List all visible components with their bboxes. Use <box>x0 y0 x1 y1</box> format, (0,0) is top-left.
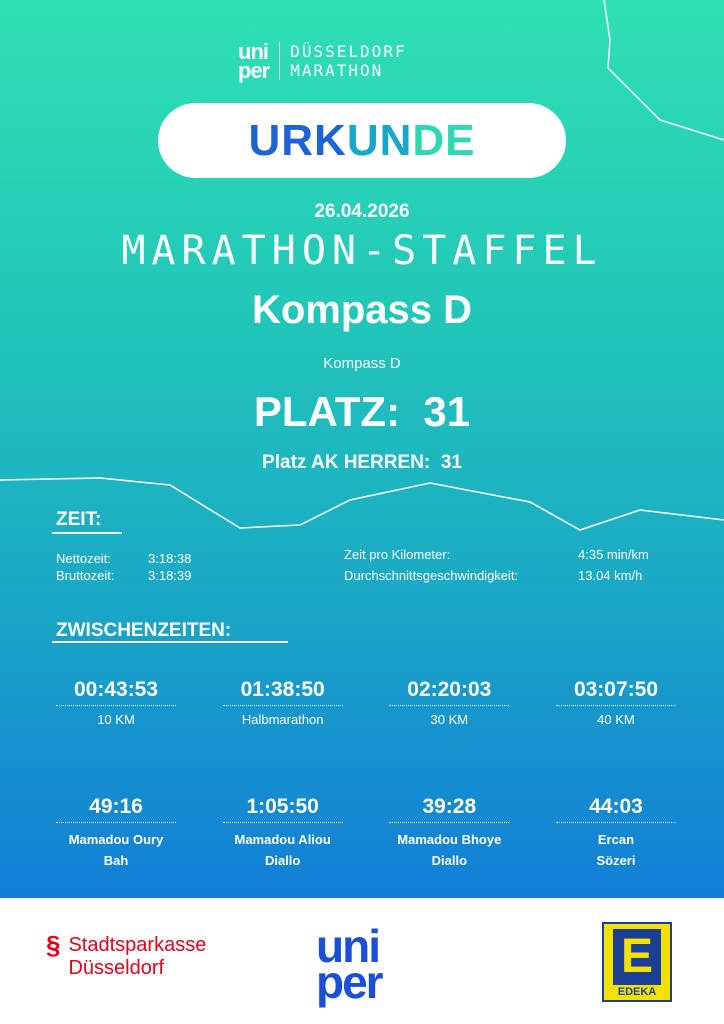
team-name: Kompass D <box>251 288 473 332</box>
time-section-heading: ZEIT: <box>56 509 102 530</box>
runner-name: Mamadou Oury Bah <box>68 832 164 868</box>
sparkasse-wordmark: Stadtsparkasse Düsseldorf <box>68 934 207 979</box>
split-time: 03:07:50 <box>555 678 676 706</box>
split-item: 01:38:50 Halbmarathon <box>222 678 343 727</box>
splits-heading-underline <box>52 641 288 643</box>
split-item: 03:07:50 40 KM <box>555 678 676 727</box>
net-time-label: Nettozeit: <box>56 551 111 566</box>
sparkasse-logo: § Stadtsparkasse Düsseldorf <box>46 930 207 980</box>
title-part-1: URK <box>248 115 347 165</box>
runner-name: Ercan Sözeri <box>596 832 636 868</box>
title-banner: URK UN DE <box>158 103 566 178</box>
split-label: 40 KM <box>597 712 635 727</box>
split-time: 02:20:03 <box>389 678 510 706</box>
pace-label: Zeit pro Kilometer: <box>344 547 451 562</box>
edeka-logo: E EDEKA <box>602 922 672 1002</box>
marathon-wordmark: DÜSSELDORF MARATHON <box>290 42 407 80</box>
split-time: 01:38:50 <box>222 678 343 706</box>
time-heading-underline <box>52 532 122 534</box>
split-label: 30 KM <box>430 712 469 727</box>
runner-time: 44:03 <box>555 795 676 823</box>
split-label: Halbmarathon <box>241 712 324 727</box>
event-logo: uni per DÜSSELDORF MARATHON <box>238 39 407 83</box>
splits-section-heading: ZWISCHENZEITEN: <box>56 620 232 641</box>
split-times-row: 00:43:53 10 KM 01:38:50 Halbmarathon 02:… <box>56 678 676 727</box>
split-time: 00:43:53 <box>56 678 176 706</box>
net-time-value: 3:18:38 <box>148 551 192 566</box>
runner-time: 1:05:50 <box>222 795 343 823</box>
runner-item: 1:05:50 Mamadou Aliou Diallo <box>222 795 343 871</box>
event-name: MARATHON-STAFFEL <box>121 228 603 274</box>
platz-value: 31 <box>423 388 471 435</box>
title-part-2: UN <box>346 115 413 165</box>
runner-item: 49:16 Mamadou Oury Bah <box>56 795 176 871</box>
event-date: 26.04.2026 <box>314 201 410 222</box>
edeka-e-icon: E <box>613 929 661 985</box>
pace-value: 4:35 min/km <box>578 547 649 562</box>
runner-time: 49:16 <box>56 795 176 823</box>
avg-speed-label: Durchschnittsgeschwindigkeit: <box>344 568 519 583</box>
runner-times-row: 49:16 Mamadou Oury Bah 1:05:50 Mamadou Al… <box>56 795 676 871</box>
runner-name: Mamadou Aliou Diallo <box>234 832 331 868</box>
avg-speed-value: 13.04 km/h <box>578 568 643 583</box>
split-label: 10 KM <box>97 712 135 727</box>
logo-divider <box>279 42 281 80</box>
edeka-wordmark: EDEKA <box>617 986 657 998</box>
platz-label: PLATZ: <box>253 388 401 435</box>
split-item: 00:43:53 10 KM <box>56 678 176 727</box>
gross-time-value: 3:18:39 <box>148 568 192 583</box>
runner-time: 39:28 <box>389 795 510 823</box>
overall-placement: PLATZ: 31 <box>0 388 724 436</box>
team-subtitle: Kompass D <box>323 355 401 372</box>
gross-time-label: Bruttozeit: <box>56 568 115 583</box>
runner-name: Mamadou Bhoye Diallo <box>397 832 502 868</box>
platz-ak-label: Platz AK HERREN: <box>262 452 431 473</box>
sparkasse-icon: § <box>46 930 61 960</box>
uniper-logo-small: uni per <box>238 39 270 83</box>
split-item: 02:20:03 30 KM <box>389 678 510 727</box>
runner-item: 39:28 Mamadou Bhoye Diallo <box>389 795 510 871</box>
runner-item: 44:03 Ercan Sözeri <box>555 795 676 871</box>
title-part-3: DE <box>412 115 476 165</box>
uniper-logo: uni per <box>316 920 384 1008</box>
platz-ak-value: 31 <box>440 452 462 473</box>
age-group-placement: Platz AK HERREN: 31 <box>0 452 724 474</box>
